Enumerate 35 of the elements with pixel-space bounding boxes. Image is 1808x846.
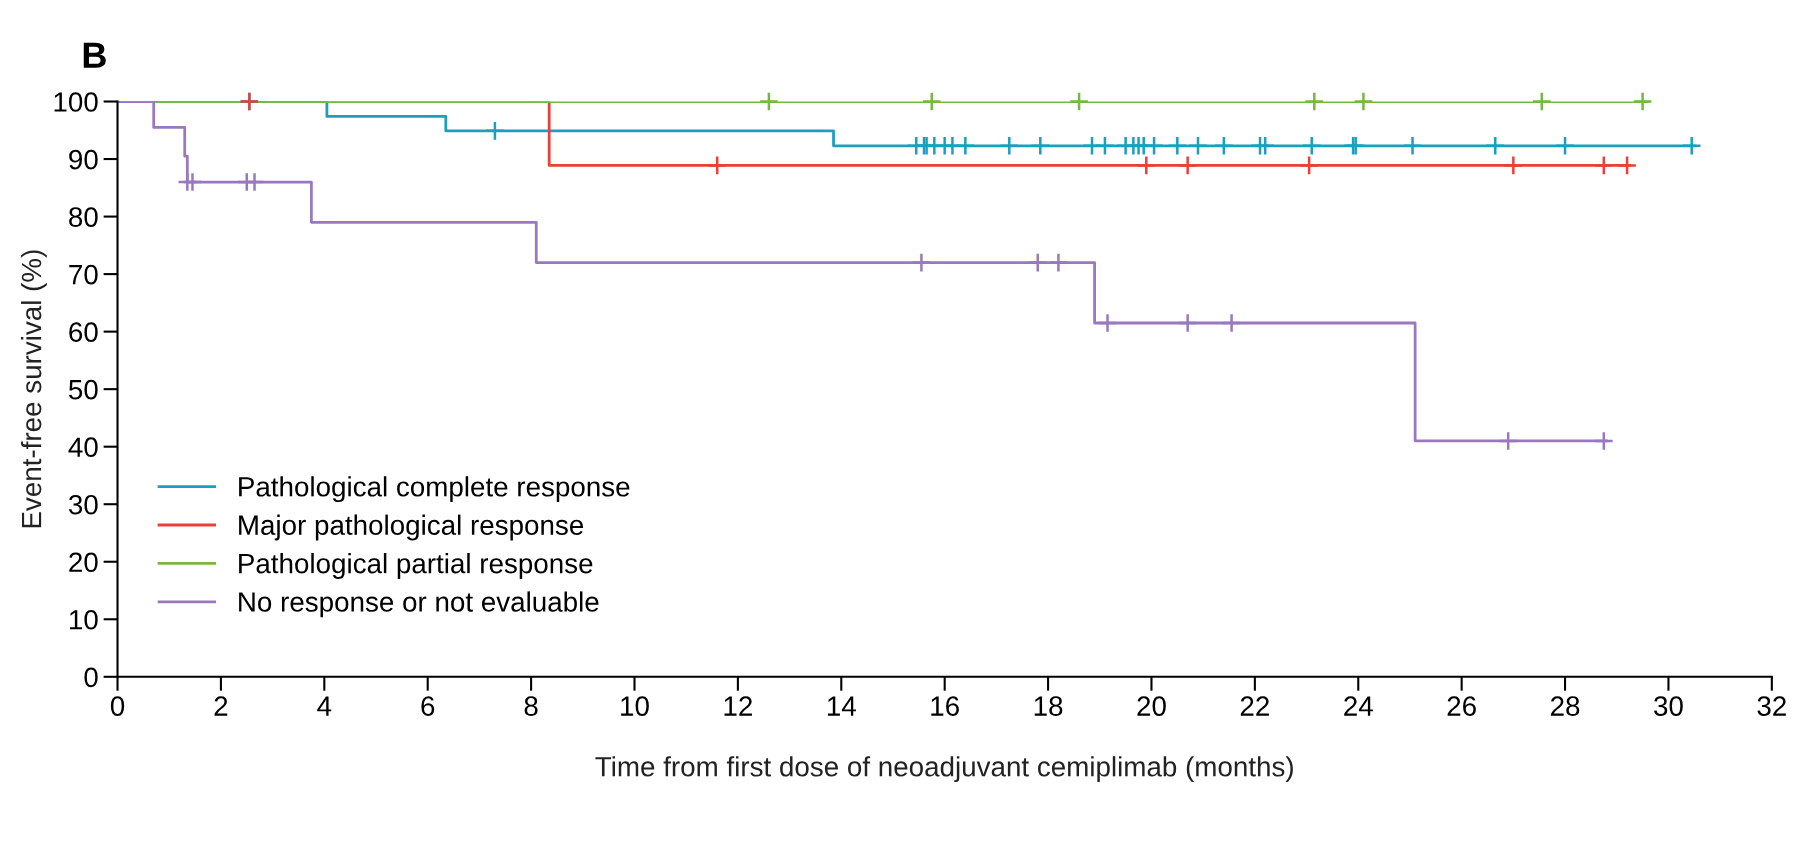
y-tick-label: 30 (68, 494, 98, 515)
y-tick-label: 60 (69, 322, 98, 342)
y-tick-label: 80 (69, 207, 98, 227)
x-tick-label: 10 (621, 696, 649, 716)
x-tick-label: 22 (1240, 696, 1269, 716)
y-tick-label: 40 (68, 437, 98, 458)
y-tick-label: 0 (84, 667, 98, 688)
x-tick-label: 32 (1757, 696, 1786, 716)
chart-title: B (83, 42, 106, 68)
x-tick-label: 4 (317, 696, 332, 716)
x-tick-label: 20 (1137, 696, 1166, 716)
legend-label: Major pathological response (239, 514, 584, 541)
x-tick-label: 24 (1344, 696, 1373, 716)
legend-label: Pathological complete response (239, 476, 630, 503)
y-tick-label: 70 (69, 264, 98, 285)
y-axis-title: Event-free survival (%) (20, 250, 47, 528)
x-tick-label: 8 (524, 696, 538, 716)
x-axis-title: Time from first dose of neoadjuvant cemiplimab (months) (595, 756, 1293, 783)
x-tick-label: 12 (724, 696, 752, 716)
y-tick-label: 20 (69, 552, 98, 573)
x-tick-label: 6 (421, 696, 435, 716)
y-tick-label: 100 (54, 92, 98, 112)
x-tick-label: 28 (1551, 696, 1580, 716)
y-tick-label: 10 (69, 609, 98, 630)
legend-label: Pathological partial response (239, 552, 593, 579)
y-tick-label: 50 (68, 379, 98, 400)
x-tick-label: 14 (827, 696, 856, 716)
x-tick-label: 0 (110, 696, 125, 716)
x-tick-label: 18 (1034, 696, 1063, 716)
legend-label: No response or not evaluable (239, 591, 599, 618)
x-tick-label: 30 (1654, 696, 1683, 716)
x-tick-label: 2 (214, 696, 228, 716)
x-tick-label: 16 (931, 696, 959, 716)
y-tick-label: 90 (69, 149, 98, 170)
x-tick-label: 26 (1447, 696, 1476, 716)
